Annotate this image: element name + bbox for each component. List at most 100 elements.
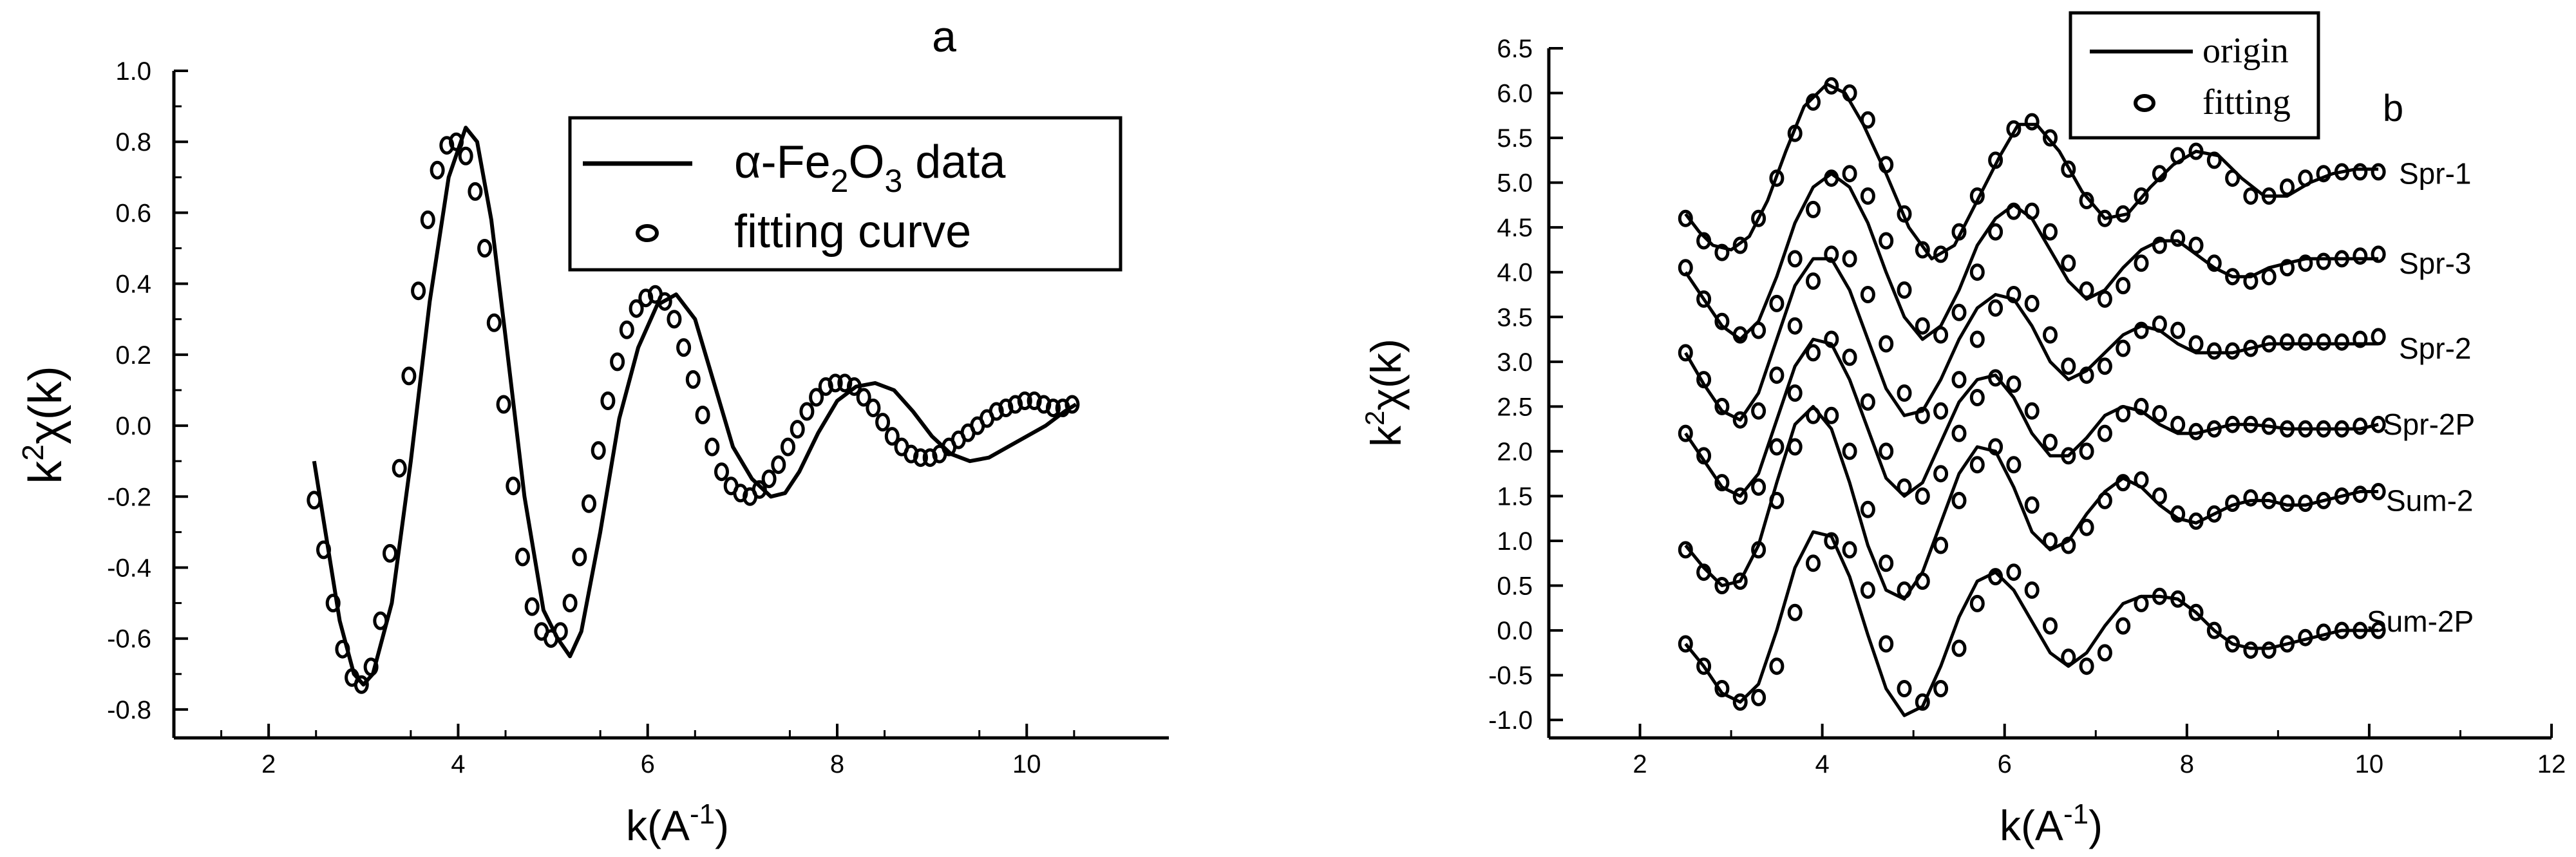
fitting-point bbox=[600, 391, 616, 410]
y-tick-label: -0.2 bbox=[107, 483, 151, 511]
fitting-point bbox=[2079, 281, 2094, 299]
fitting-point bbox=[2371, 483, 2386, 500]
panel-b-ylabel: k2χ(k) bbox=[1359, 339, 1410, 447]
fitting-point bbox=[2097, 644, 2112, 662]
fitting-point bbox=[2170, 415, 2186, 433]
y-tick-label: 0.2 bbox=[115, 341, 151, 370]
fitting-point bbox=[1751, 402, 1766, 420]
fitting-point bbox=[1988, 568, 2003, 586]
fitting-point bbox=[1678, 635, 1693, 653]
fitting-point bbox=[2243, 272, 2259, 290]
fitting-point bbox=[1769, 366, 1785, 384]
fitting-point bbox=[2006, 563, 2022, 581]
fitting-point bbox=[1969, 330, 1985, 348]
curve-label-spr-3: Spr-3 bbox=[2399, 247, 2471, 280]
fitting-point bbox=[781, 437, 795, 457]
y-tick-label: 2.5 bbox=[1497, 393, 1533, 421]
fitting-point bbox=[1769, 294, 1785, 312]
fitting-point bbox=[2206, 151, 2222, 169]
fitting-point bbox=[2152, 405, 2167, 422]
fitting-point bbox=[591, 441, 606, 460]
y-tick-label: -0.5 bbox=[1488, 662, 1533, 690]
fitting-point bbox=[1714, 243, 1730, 261]
fitting-point bbox=[1879, 635, 1894, 653]
fitting-point bbox=[2134, 187, 2149, 205]
fitting-point bbox=[2097, 290, 2112, 308]
fitting-point bbox=[1732, 487, 1748, 505]
fitting-point bbox=[2206, 505, 2222, 523]
fitting-point bbox=[1824, 330, 1839, 348]
fitting-point bbox=[1969, 456, 1985, 474]
fitting-point bbox=[2280, 333, 2295, 351]
fitting-point bbox=[2371, 163, 2386, 181]
fitting-point bbox=[2243, 641, 2259, 659]
fitting-point bbox=[2116, 617, 2131, 635]
fitting-point bbox=[1696, 232, 1712, 250]
fitting-point bbox=[913, 448, 928, 467]
fitting-point bbox=[2097, 209, 2112, 227]
fitting-point bbox=[1951, 491, 1967, 509]
fitting-point bbox=[2116, 474, 2131, 492]
x-tick-label: 8 bbox=[830, 750, 844, 778]
y-tick-label: 4.5 bbox=[1497, 214, 1533, 242]
fitting-point bbox=[2024, 581, 2040, 599]
fitting-point bbox=[2116, 277, 2131, 295]
fitting-point bbox=[420, 210, 435, 229]
fitting-point bbox=[2134, 321, 2149, 339]
fitting-point bbox=[1915, 241, 1930, 259]
fitting-point bbox=[2043, 223, 2058, 241]
fitting-point bbox=[1787, 317, 1803, 335]
fitting-point bbox=[1678, 259, 1693, 277]
fitting-point bbox=[2061, 447, 2076, 465]
fitting-point bbox=[2134, 594, 2149, 612]
y-tick-label: 0.0 bbox=[1497, 617, 1533, 645]
fitting-point bbox=[1824, 532, 1839, 550]
fitting-point bbox=[1714, 397, 1730, 415]
fitting-point bbox=[2353, 330, 2368, 348]
curve-label-spr-1: Spr-1 bbox=[2399, 157, 2471, 191]
fitting-point bbox=[2371, 621, 2386, 639]
fitting-point bbox=[2371, 415, 2386, 433]
fitting-point bbox=[828, 373, 843, 393]
fitting-point bbox=[1988, 223, 2003, 241]
fitting-point bbox=[856, 388, 871, 407]
x-tick-label: 12 bbox=[2537, 750, 2566, 778]
fitting-point bbox=[2353, 417, 2368, 435]
fitting-point bbox=[2225, 415, 2240, 433]
fitting-point bbox=[2097, 491, 2112, 509]
fitting-point bbox=[1915, 572, 1930, 590]
fitting-point bbox=[2316, 252, 2331, 270]
fitting-point bbox=[2188, 236, 2204, 254]
fitting-point bbox=[1732, 411, 1748, 429]
fitting-point bbox=[1751, 209, 1766, 227]
fitting-point bbox=[2353, 163, 2368, 181]
fitting-point bbox=[363, 657, 379, 677]
fitting-point bbox=[1806, 200, 1821, 218]
fitting-point bbox=[2043, 129, 2058, 147]
y-tick-label: 3.5 bbox=[1497, 303, 1533, 332]
fitting-point bbox=[2061, 648, 2076, 666]
fitting-point bbox=[2298, 333, 2313, 351]
fitting-point bbox=[458, 146, 473, 165]
curve-label-sum-2p: Sum-2P bbox=[2367, 605, 2474, 638]
y-tick-label: 0.8 bbox=[115, 128, 151, 156]
fitting-point bbox=[1714, 680, 1730, 697]
fitting-point bbox=[1696, 657, 1712, 675]
fitting-point bbox=[884, 427, 900, 446]
fitting-point bbox=[1860, 500, 1875, 518]
fitting-point bbox=[2006, 120, 2022, 138]
fitting-point bbox=[2152, 487, 2167, 505]
x-tick-label: 6 bbox=[1998, 750, 2012, 778]
fitting-point bbox=[2024, 202, 2040, 220]
fitting-point bbox=[2079, 657, 2094, 675]
fitting-point bbox=[1897, 281, 1912, 299]
y-tick-label: 2.0 bbox=[1497, 438, 1533, 466]
panel-a-axes: 2 4 6 8 10 -0.8 -0.6 -0.4 -0.2 0.0 0.2 0.4 0.6 0.8 1.0 bbox=[107, 57, 1169, 778]
fitting-point bbox=[496, 395, 511, 414]
fitting-point bbox=[1842, 541, 1857, 559]
fitting-point bbox=[1806, 272, 1821, 290]
x-tick-label: 6 bbox=[641, 750, 655, 778]
fitting-point bbox=[2116, 205, 2131, 223]
fitting-point bbox=[2225, 635, 2240, 653]
fitting-point bbox=[1879, 442, 1894, 460]
